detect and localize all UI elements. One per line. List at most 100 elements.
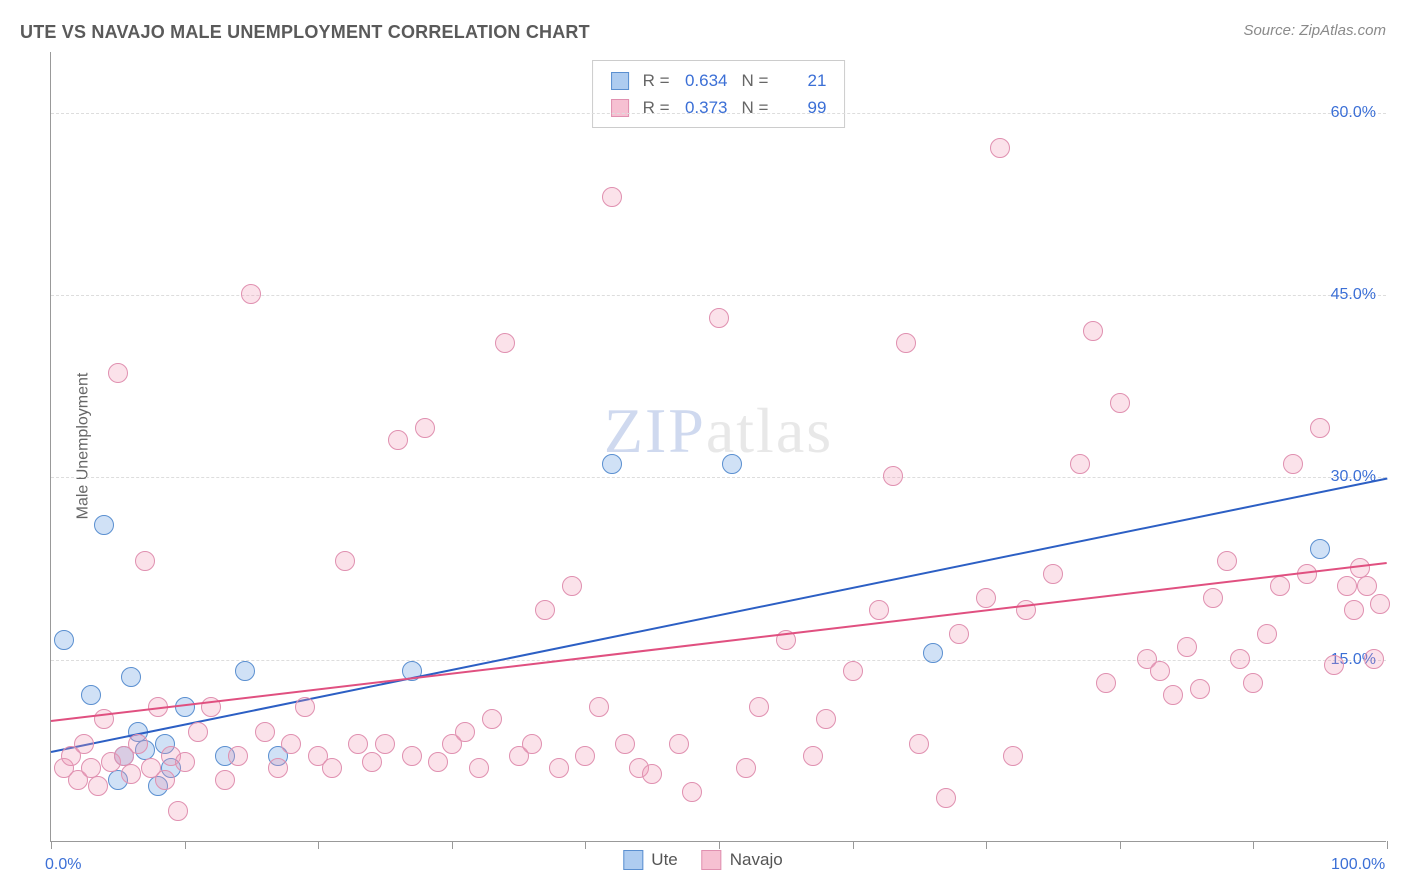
data-point-navajo xyxy=(81,758,101,778)
watermark-light: atlas xyxy=(706,395,833,466)
x-tick xyxy=(452,841,453,849)
data-point-navajo xyxy=(1324,655,1344,675)
data-point-navajo xyxy=(402,746,422,766)
data-point-ute xyxy=(94,515,114,535)
data-point-ute xyxy=(54,630,74,650)
data-point-navajo xyxy=(1370,594,1390,614)
data-point-navajo xyxy=(1283,454,1303,474)
data-point-navajo xyxy=(348,734,368,754)
x-tick xyxy=(51,841,52,849)
data-point-navajo xyxy=(669,734,689,754)
data-point-navajo xyxy=(535,600,555,620)
data-point-navajo xyxy=(175,752,195,772)
stats-legend: R = 0.634 N = 21 R = 0.373 N = 99 xyxy=(592,60,846,128)
data-point-navajo xyxy=(709,308,729,328)
data-point-navajo xyxy=(549,758,569,778)
data-point-navajo xyxy=(74,734,94,754)
trendline-ute xyxy=(51,477,1387,752)
data-point-navajo xyxy=(522,734,542,754)
x-tick-label: 0.0% xyxy=(45,856,81,874)
data-point-navajo xyxy=(469,758,489,778)
r-value-ute: 0.634 xyxy=(680,67,728,94)
data-point-navajo xyxy=(736,758,756,778)
data-point-navajo xyxy=(602,187,622,207)
legend-item-navajo: Navajo xyxy=(702,850,783,870)
data-point-navajo xyxy=(1230,649,1250,669)
data-point-navajo xyxy=(241,284,261,304)
data-point-navajo xyxy=(255,722,275,742)
swatch-navajo-icon xyxy=(702,850,722,870)
gridline xyxy=(51,113,1386,114)
data-point-navajo xyxy=(495,333,515,353)
x-tick xyxy=(986,841,987,849)
n-label: N = xyxy=(742,94,769,121)
data-point-navajo xyxy=(281,734,301,754)
data-point-navajo xyxy=(1163,685,1183,705)
watermark: ZIPatlas xyxy=(604,394,833,468)
data-point-navajo xyxy=(1203,588,1223,608)
stats-row-ute: R = 0.634 N = 21 xyxy=(611,67,827,94)
data-point-navajo xyxy=(589,697,609,717)
x-tick xyxy=(719,841,720,849)
data-point-navajo xyxy=(1364,649,1384,669)
data-point-navajo xyxy=(428,752,448,772)
data-point-navajo xyxy=(335,551,355,571)
watermark-bold: ZIP xyxy=(604,395,706,466)
x-tick xyxy=(853,841,854,849)
data-point-navajo xyxy=(1257,624,1277,644)
data-point-ute xyxy=(235,661,255,681)
data-point-navajo xyxy=(388,430,408,450)
swatch-ute-icon xyxy=(623,850,643,870)
data-point-navajo xyxy=(322,758,342,778)
data-point-ute xyxy=(923,643,943,663)
chart-title: UTE VS NAVAJO MALE UNEMPLOYMENT CORRELAT… xyxy=(20,22,590,43)
data-point-ute xyxy=(722,454,742,474)
n-label: N = xyxy=(742,67,769,94)
x-tick xyxy=(1120,841,1121,849)
data-point-ute xyxy=(1310,539,1330,559)
swatch-navajo-icon xyxy=(611,99,629,117)
data-point-navajo xyxy=(869,600,889,620)
data-point-navajo xyxy=(1357,576,1377,596)
y-tick-label: 60.0% xyxy=(1331,104,1376,122)
gridline xyxy=(51,477,1386,478)
x-tick xyxy=(185,841,186,849)
stats-row-navajo: R = 0.373 N = 99 xyxy=(611,94,827,121)
data-point-navajo xyxy=(455,722,475,742)
data-point-navajo xyxy=(896,333,916,353)
chart-container: UTE VS NAVAJO MALE UNEMPLOYMENT CORRELAT… xyxy=(0,0,1406,892)
data-point-navajo xyxy=(883,466,903,486)
data-point-navajo xyxy=(1150,661,1170,681)
data-point-navajo xyxy=(1270,576,1290,596)
data-point-navajo xyxy=(128,734,148,754)
data-point-navajo xyxy=(482,709,502,729)
data-point-navajo xyxy=(108,363,128,383)
data-point-navajo xyxy=(168,801,188,821)
data-point-navajo xyxy=(1043,564,1063,584)
source-label: Source: ZipAtlas.com xyxy=(1243,22,1386,39)
data-point-navajo xyxy=(936,788,956,808)
data-point-navajo xyxy=(1344,600,1364,620)
n-value-ute: 21 xyxy=(778,67,826,94)
r-label: R = xyxy=(643,67,670,94)
data-point-navajo xyxy=(682,782,702,802)
data-point-navajo xyxy=(615,734,635,754)
data-point-navajo xyxy=(749,697,769,717)
data-point-navajo xyxy=(155,770,175,790)
data-point-navajo xyxy=(135,551,155,571)
data-point-navajo xyxy=(575,746,595,766)
data-point-navajo xyxy=(949,624,969,644)
gridline xyxy=(51,660,1386,661)
plot-area: ZIPatlas R = 0.634 N = 21 R = 0.373 N = … xyxy=(50,52,1386,842)
data-point-navajo xyxy=(1190,679,1210,699)
r-label: R = xyxy=(643,94,670,121)
bottom-legend: Ute Navajo xyxy=(623,850,782,870)
data-point-navajo xyxy=(1310,418,1330,438)
data-point-navajo xyxy=(88,776,108,796)
data-point-navajo xyxy=(1083,321,1103,341)
legend-label-navajo: Navajo xyxy=(730,850,783,870)
data-point-navajo xyxy=(188,722,208,742)
data-point-navajo xyxy=(295,697,315,717)
data-point-navajo xyxy=(1003,746,1023,766)
data-point-navajo xyxy=(990,138,1010,158)
